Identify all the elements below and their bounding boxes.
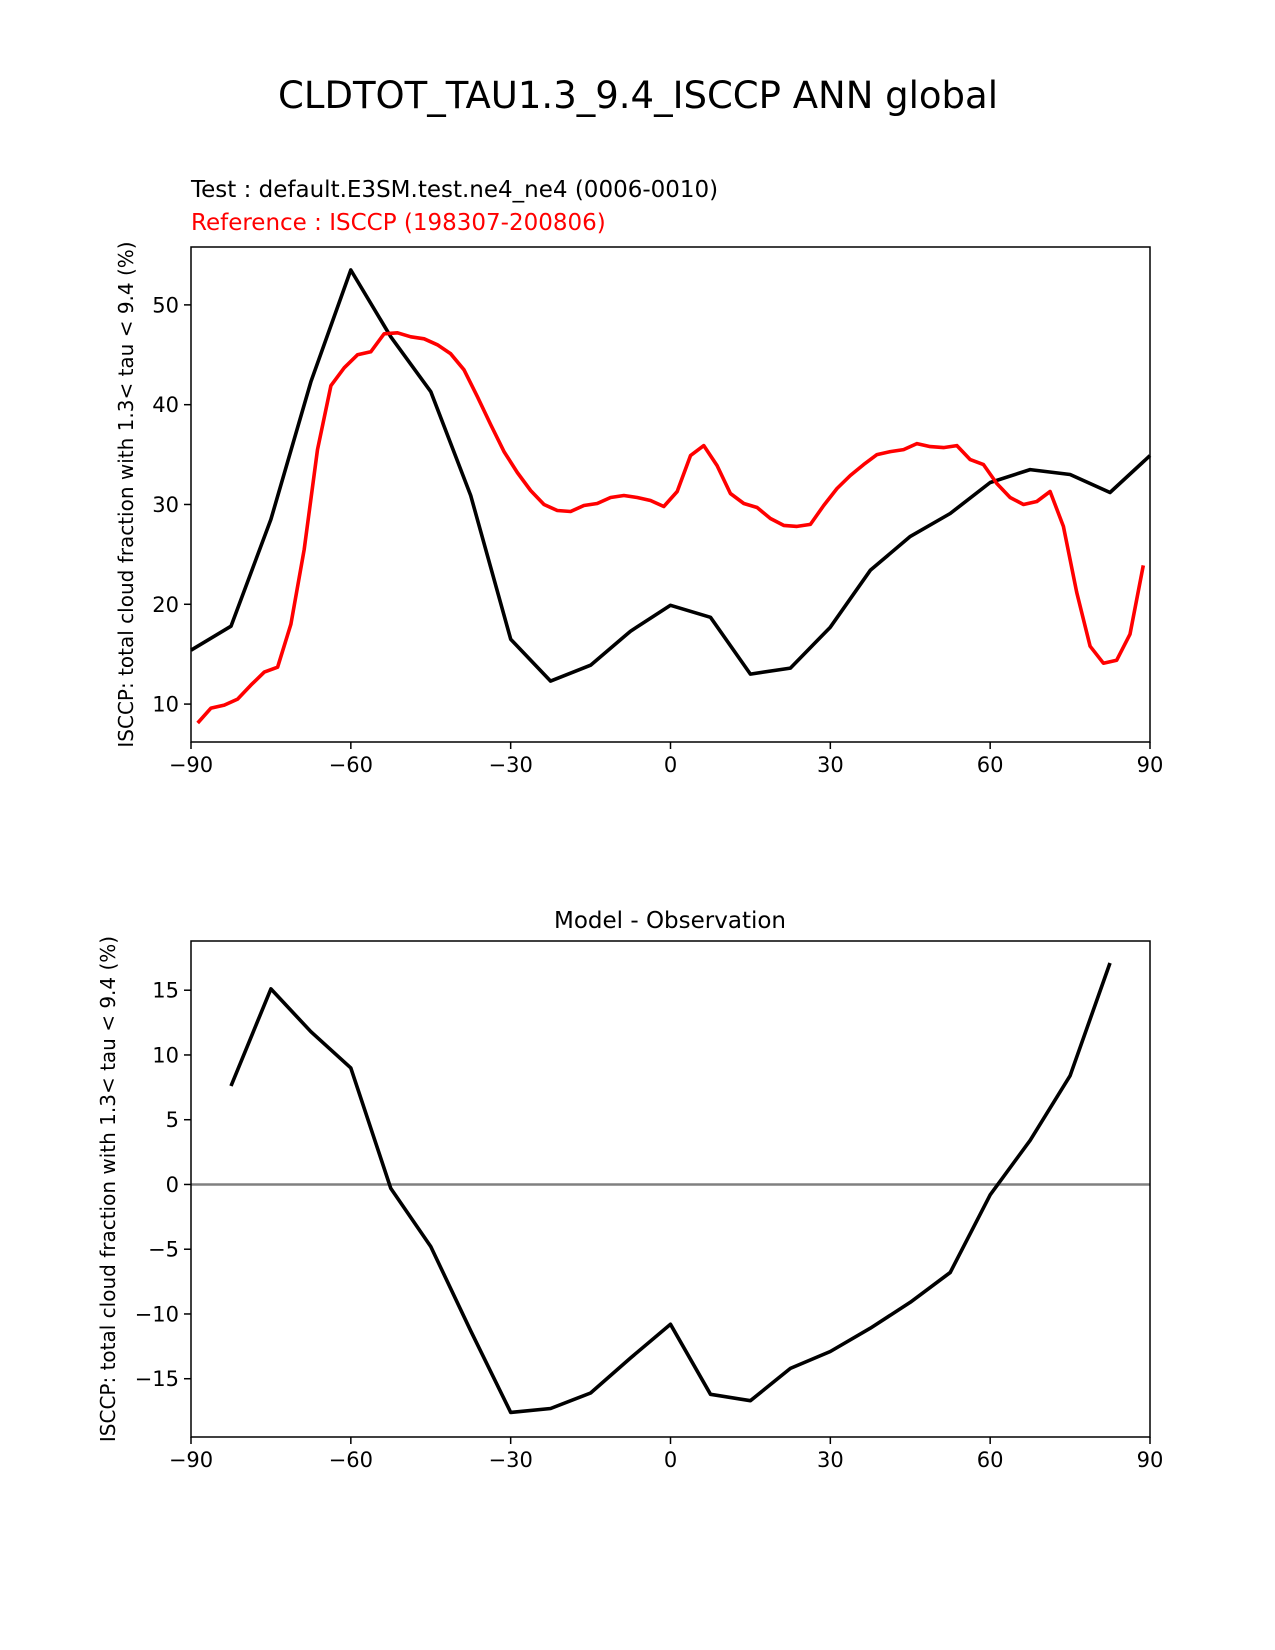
y-tick-label: 0	[166, 1173, 179, 1197]
x-tick-label: −90	[169, 1448, 213, 1472]
x-tick-label: 30	[817, 1448, 844, 1472]
y-tick-label: 5	[166, 1108, 179, 1132]
x-tick-label: 60	[977, 753, 1004, 777]
figure-title: CLDTOT_TAU1.3_9.4_ISCCP ANN global	[278, 74, 998, 117]
y-axis-label: ISCCP: total cloud fraction with 1.3< ta…	[96, 936, 120, 1442]
x-tick-label: −60	[329, 1448, 373, 1472]
x-tick-label: −90	[169, 753, 213, 777]
y-axis-label: ISCCP: total cloud fraction with 1.3< ta…	[114, 241, 138, 747]
x-tick-label: 0	[664, 753, 677, 777]
y-tick-label: 20	[152, 593, 179, 617]
y-tick-label: 15	[152, 979, 179, 1003]
series-line-reference	[196, 330, 1146, 725]
x-tick-label: 90	[1137, 753, 1164, 777]
top-plot: −90 −60 −30 0 30 60 90 10 20 30 40 50 ISCCP: total c…	[114, 241, 1163, 777]
y-tick-label: 10	[152, 693, 179, 717]
x-tick-label: −30	[489, 1448, 533, 1472]
y-tick-label: 40	[152, 393, 179, 417]
axes-frame	[190, 940, 1151, 1438]
y-tick-label: 30	[152, 493, 179, 517]
x-tick-label: −30	[489, 753, 533, 777]
x-tick-label: 30	[817, 753, 844, 777]
test-label: Test : default.E3SM.test.ne4_ne4 (0006-0…	[190, 177, 718, 203]
reference-label: Reference : ISCCP (198307-200806)	[191, 210, 606, 236]
series-line-test	[190, 268, 1152, 683]
y-tick-label: −5	[148, 1238, 179, 1262]
diff-plot-title: Model - Observation	[554, 908, 786, 934]
series-line-difference	[229, 962, 1112, 1415]
diff-plot: −90 −60 −30 0 30 60 90 −15 −10 −5 0 5 10 15 ISCCP: tot…	[96, 936, 1163, 1472]
y-tick-label: −15	[135, 1367, 179, 1391]
x-tick-label: 90	[1137, 1448, 1164, 1472]
y-tick-label: −10	[135, 1302, 179, 1326]
y-tick-label: 50	[152, 293, 179, 317]
x-tick-label: 0	[664, 1448, 677, 1472]
x-tick-label: −60	[329, 753, 373, 777]
y-tick-label: 10	[152, 1043, 179, 1067]
x-tick-label: 60	[977, 1448, 1004, 1472]
